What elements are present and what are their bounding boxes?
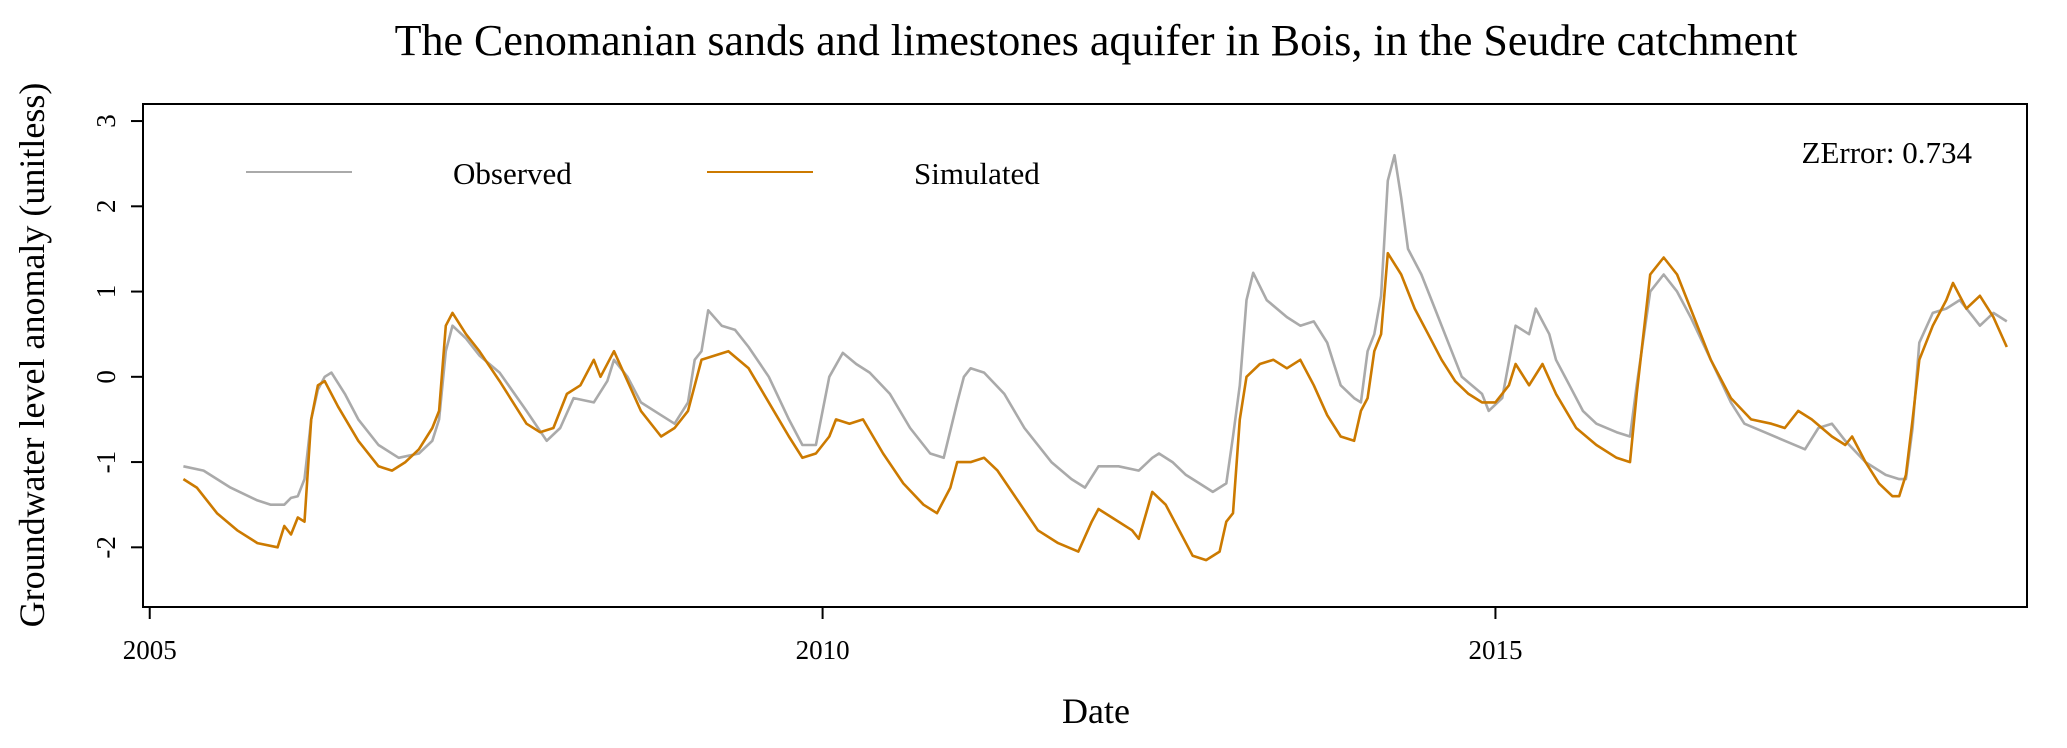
x-tick-label: 2010 — [796, 635, 850, 665]
legend: Observed Simulated — [246, 156, 1040, 191]
x-axis-label: Date — [1062, 691, 1130, 731]
y-tick-label: -2 — [91, 536, 121, 559]
x-tick-label: 2005 — [123, 635, 177, 665]
y-tick-label: 0 — [91, 370, 121, 384]
x-tick-label: 2015 — [1468, 635, 1522, 665]
y-tick-label: 2 — [91, 200, 121, 214]
y-axis: -2 -1 0 1 2 3 — [91, 114, 144, 559]
y-tick-label: 1 — [91, 285, 121, 299]
plot-frame — [142, 103, 2028, 608]
chart-title: The Cenomanian sands and limestones aqui… — [395, 16, 1798, 65]
x-axis: 2005 2010 2015 — [123, 606, 1522, 665]
legend-label-simulated: Simulated — [914, 156, 1040, 191]
series-line-simulated — [182, 251, 2008, 562]
y-axis-label: Groundwater level anomaly (unitless) — [12, 83, 52, 628]
zerror-annotation: ZError: 0.734 — [1802, 135, 1973, 170]
series-lines — [182, 153, 2008, 562]
y-tick-label: 3 — [91, 114, 121, 128]
series-line-observed — [183, 153, 2008, 506]
y-tick-label: -1 — [91, 451, 121, 474]
legend-label-observed: Observed — [453, 156, 572, 191]
